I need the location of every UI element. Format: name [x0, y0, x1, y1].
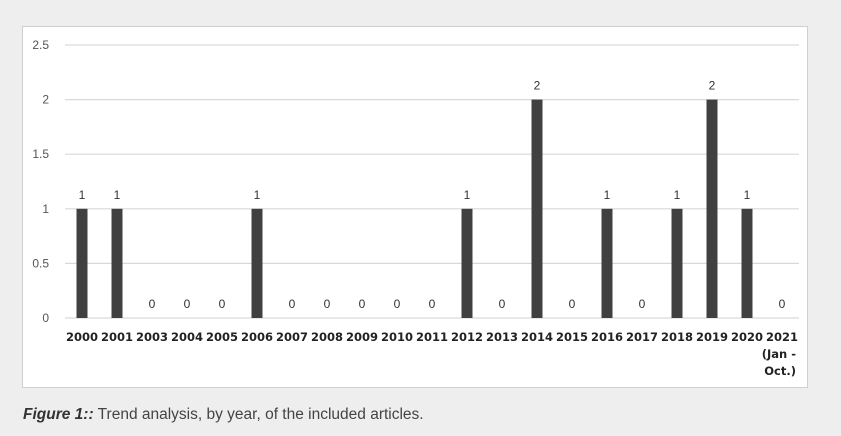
data-label: 0: [499, 297, 506, 311]
data-label: 0: [569, 297, 576, 311]
x-tick-label: 2012: [451, 330, 483, 344]
x-tick-label: 2003: [136, 330, 168, 344]
x-tick-label: 2018: [661, 330, 693, 344]
data-label: 1: [464, 188, 471, 202]
x-tick-label: Oct.): [764, 364, 796, 378]
x-tick-label: 2010: [381, 330, 413, 344]
y-tick-label: 2: [42, 93, 49, 107]
caption-label: Figure 1::: [23, 406, 94, 423]
data-label: 0: [184, 297, 191, 311]
x-tick-label: 2007: [276, 330, 308, 344]
bar: [251, 208, 263, 318]
data-label: 1: [674, 188, 681, 202]
data-label: 0: [394, 297, 401, 311]
x-tick-label: 2004: [171, 330, 203, 344]
data-label: 1: [604, 188, 611, 202]
data-label: 0: [639, 297, 646, 311]
bar: [531, 99, 543, 318]
x-tick-label: 2014: [521, 330, 553, 344]
x-tick-label: 2017: [626, 330, 658, 344]
data-label: 0: [429, 297, 436, 311]
x-tick-label: 2006: [241, 330, 273, 344]
bar: [706, 99, 718, 318]
data-label: 0: [779, 297, 786, 311]
bar-chart: 00.511.522.51200012001020030200402005120…: [32, 38, 799, 378]
data-label: 1: [79, 188, 86, 202]
data-label: 0: [359, 297, 366, 311]
bar: [111, 208, 123, 318]
y-tick-label: 0.5: [32, 256, 49, 270]
data-label: 0: [219, 297, 226, 311]
bar: [601, 208, 613, 318]
y-tick-label: 2.5: [32, 38, 49, 52]
caption-text: Trend analysis, by year, of the included…: [93, 406, 424, 423]
bar: [461, 208, 473, 318]
x-tick-label: 2019: [696, 330, 728, 344]
x-tick-label: 2009: [346, 330, 378, 344]
y-tick-label: 0: [42, 311, 49, 325]
chart-panel: 0 0.5 1 1.5 2 2.5 1 2000 1 2001 0 2003 0 2004 0 2005 1 20…: [22, 26, 808, 388]
data-label: 1: [114, 188, 121, 202]
x-tick-label: 2005: [206, 330, 238, 344]
data-label: 0: [289, 297, 296, 311]
data-label: 2: [709, 79, 716, 93]
x-tick-label: 2000: [66, 330, 98, 344]
data-label: 2: [534, 79, 541, 93]
x-tick-label: 2021: [766, 330, 798, 344]
x-tick-label: 2013: [486, 330, 518, 344]
x-tick-label: 2020: [731, 330, 763, 344]
x-tick-label: (Jan -: [762, 347, 796, 361]
data-label: 0: [149, 297, 156, 311]
bar: [671, 208, 683, 318]
x-tick-label: 2011: [416, 330, 448, 344]
data-label: 0: [324, 297, 331, 311]
data-label: 1: [744, 188, 751, 202]
x-tick-label: 2016: [591, 330, 623, 344]
data-label: 1: [254, 188, 261, 202]
y-tick-label: 1.5: [32, 147, 49, 161]
x-tick-label: 2001: [101, 330, 133, 344]
bar: [741, 208, 753, 318]
bar: [76, 208, 88, 318]
x-tick-label: 2015: [556, 330, 588, 344]
y-tick-label: 1: [42, 202, 49, 216]
x-tick-label: 2008: [311, 330, 343, 344]
figure-caption: Figure 1:: Trend analysis, by year, of t…: [23, 406, 424, 424]
